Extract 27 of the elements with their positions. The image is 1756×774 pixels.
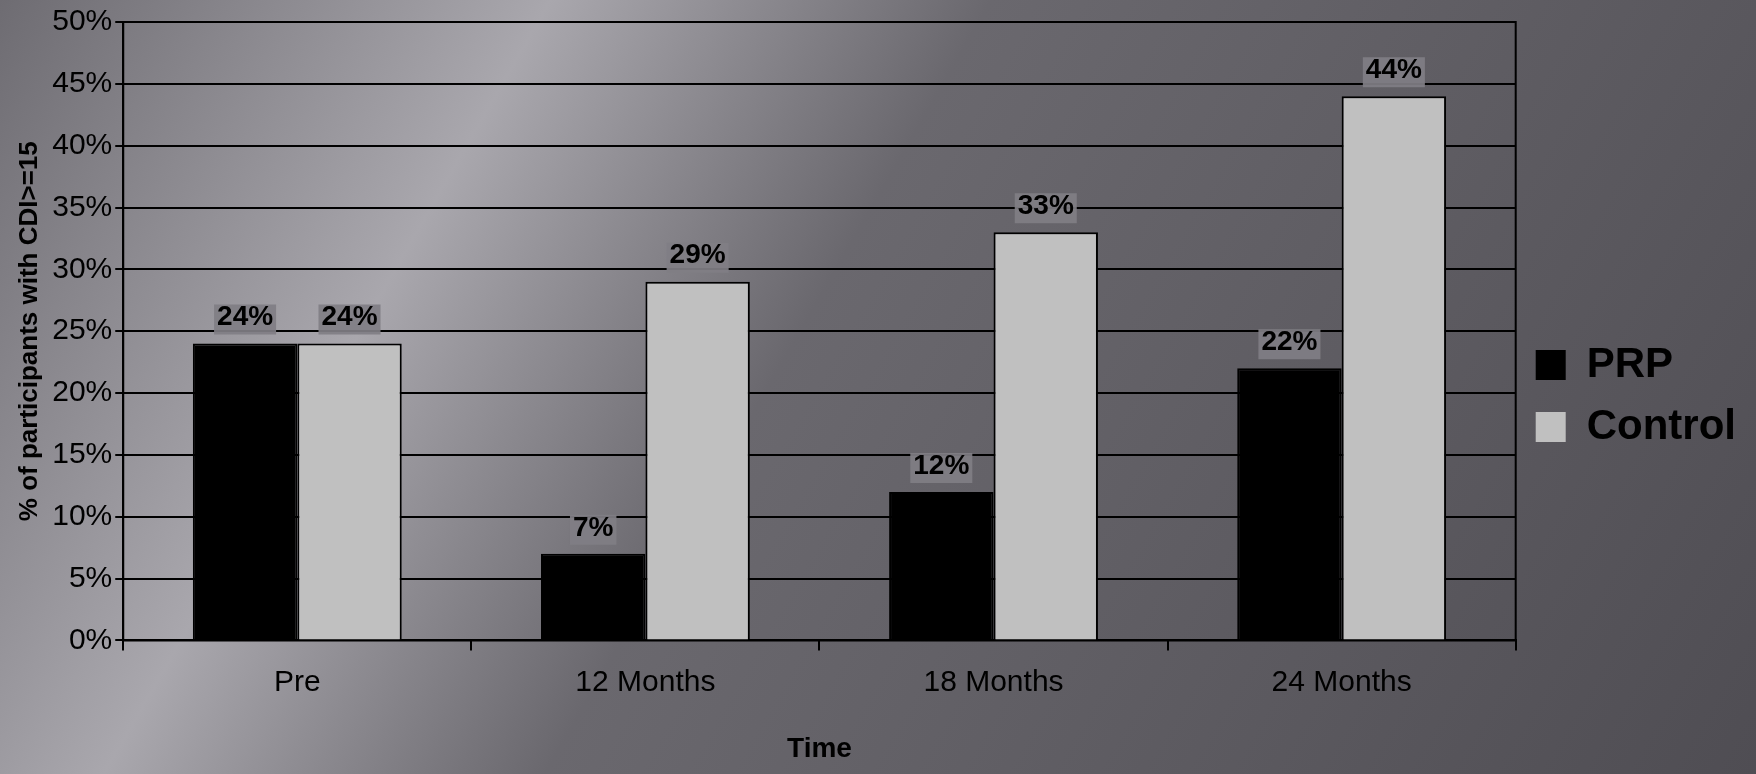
y-tick-label: 40% xyxy=(52,126,113,160)
y-tick-label: 10% xyxy=(52,497,113,531)
legend-label: Control xyxy=(1586,400,1736,448)
y-tick-label: 50% xyxy=(52,3,113,37)
data-label: 24% xyxy=(217,300,274,332)
y-axis-title: % of participants with CDI>=15 xyxy=(12,141,43,522)
legend-label: PRP xyxy=(1586,338,1674,386)
x-tick-label: Pre xyxy=(273,663,321,697)
data-label: 22% xyxy=(1261,325,1318,357)
data-label: 29% xyxy=(669,238,726,270)
y-tick-label: 15% xyxy=(52,436,113,470)
data-label: 44% xyxy=(1365,52,1422,84)
y-tick-label: 45% xyxy=(52,65,113,99)
data-label: 24% xyxy=(321,300,378,332)
y-tick-label: 0% xyxy=(68,621,113,655)
y-tick-label: 5% xyxy=(68,559,113,593)
data-label: 12% xyxy=(913,448,970,480)
y-tick-label: 25% xyxy=(52,312,113,346)
x-axis-title: Time xyxy=(787,731,852,763)
x-tick-label: 24 Months xyxy=(1271,663,1412,697)
x-tick-label: 12 Months xyxy=(575,663,716,697)
data-label: 33% xyxy=(1017,188,1074,220)
y-tick-label: 30% xyxy=(52,250,113,284)
x-tick-label: 18 Months xyxy=(923,663,1064,697)
y-tick-label: 35% xyxy=(52,188,113,222)
y-tick-label: 20% xyxy=(52,374,113,408)
data-label: 7% xyxy=(572,510,614,542)
